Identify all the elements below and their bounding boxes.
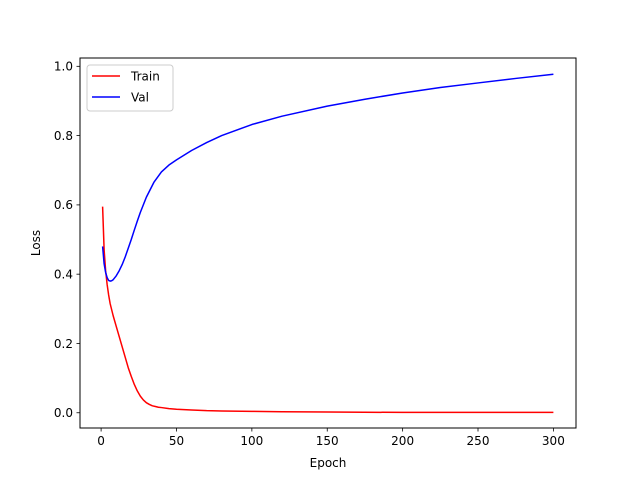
y-tick-label: 0.2: [54, 337, 73, 351]
y-tick-label: 0.6: [54, 198, 73, 212]
y-tick-label: 0.8: [54, 129, 73, 143]
x-tick-label: 200: [391, 434, 414, 448]
plot-area: [80, 58, 576, 428]
legend-box: [86, 64, 174, 112]
x-tick-label: 250: [467, 434, 490, 448]
y-tick-label: 0.4: [54, 267, 73, 281]
x-tick-label: 100: [240, 434, 263, 448]
series-lines: [101, 73, 554, 414]
series-line-train: [101, 206, 554, 414]
axes-frame: [79, 57, 577, 429]
legend-label-val: Val: [131, 90, 149, 104]
x-tick-label: 0: [97, 434, 105, 448]
x-tick-label: 150: [316, 434, 339, 448]
legend: Train Val: [86, 64, 174, 112]
y-axis-ticks: 0.0 0.2 0.4 0.6 0.8 1.0: [54, 60, 80, 420]
y-tick-label: 1.0: [54, 60, 73, 74]
y-axis-label: Loss: [29, 230, 43, 256]
legend-label-train: Train: [130, 69, 160, 83]
x-axis-ticks: 0 50 100 150 200 250 300: [97, 428, 565, 448]
x-tick-label: 300: [542, 434, 565, 448]
y-tick-label: 0.0: [54, 406, 73, 420]
x-tick-label: 50: [169, 434, 184, 448]
x-axis-label: Epoch: [310, 456, 347, 470]
series-line-val: [101, 73, 554, 282]
